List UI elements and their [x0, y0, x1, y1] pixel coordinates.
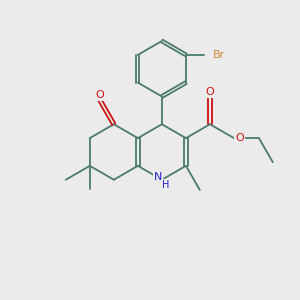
Text: O: O — [236, 133, 244, 143]
Text: H: H — [162, 180, 169, 190]
Text: N: N — [154, 172, 162, 182]
Text: Br: Br — [213, 50, 225, 60]
Text: O: O — [206, 86, 214, 97]
Text: O: O — [96, 90, 104, 100]
